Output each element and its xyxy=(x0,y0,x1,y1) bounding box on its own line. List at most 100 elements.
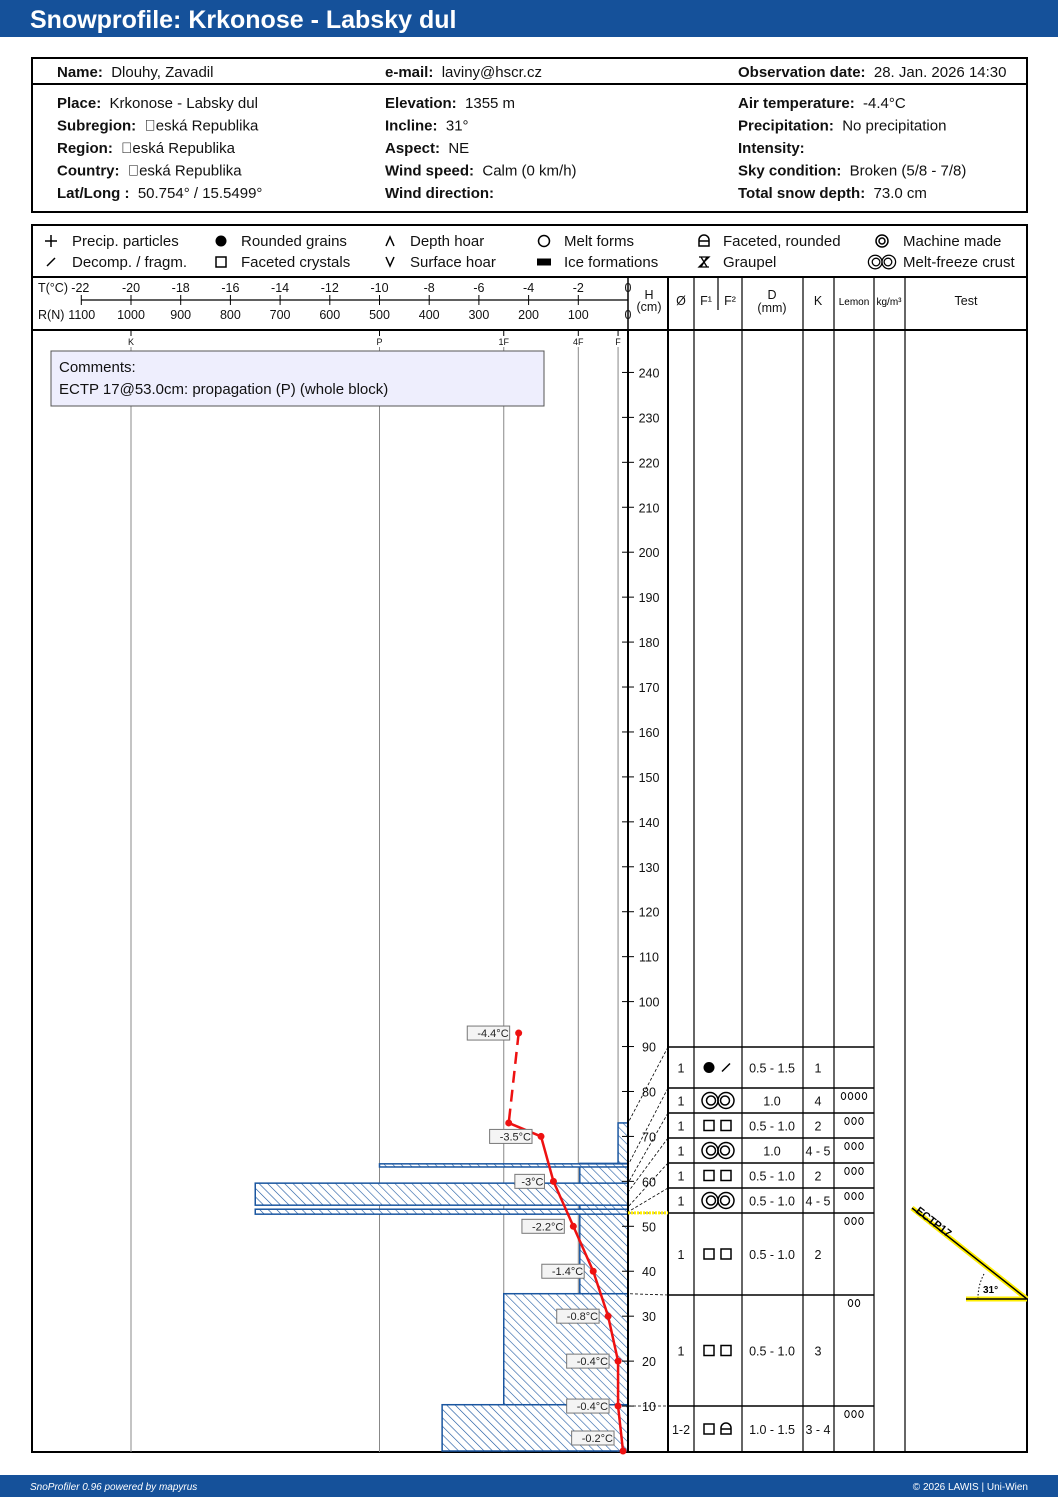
lemon-mark xyxy=(854,1299,861,1307)
field-label: Incline: xyxy=(385,118,438,135)
resistance-tick-label: 700 xyxy=(270,308,291,322)
faceted-crystals-shape xyxy=(703,1344,715,1357)
hand-hardness-label-F: F xyxy=(615,337,621,347)
layer-hardness: 2 xyxy=(815,1248,822,1262)
legend-label-ice-formations: Ice formations xyxy=(564,254,658,271)
header-field-email: e-mail: laviny@hscr.cz xyxy=(385,64,542,81)
field-label: Intensity: xyxy=(738,140,805,157)
faceted-crystals-shape xyxy=(720,1119,732,1132)
layer-diameter: 1 xyxy=(678,1345,685,1359)
resistance-tick-label: 500 xyxy=(369,308,390,322)
info-field-totalsnowdepth: Total snow depth: 73.0 cm xyxy=(738,185,927,202)
lemon-mark xyxy=(851,1142,857,1150)
temperature-label-box xyxy=(541,1263,585,1279)
legend-precip-particles-icon xyxy=(45,235,57,247)
layer-grain-melt-freeze-crust-icon xyxy=(701,1191,735,1210)
height-tick-label: 180 xyxy=(639,636,660,650)
legend-label-surface-hoar: Surface hoar xyxy=(410,254,496,271)
layer-grain-decomp-fragm-icon xyxy=(721,1062,731,1073)
temperature-label: -0.4°C xyxy=(577,1356,608,1368)
lemon-mark xyxy=(858,1117,864,1125)
melt-freeze-crust-shape xyxy=(871,257,881,267)
layer-grain-faceted-crystals-icon xyxy=(703,1248,715,1260)
decomp-fragm-shape xyxy=(46,257,56,267)
layer-hardness: 4 - 5 xyxy=(805,1145,830,1159)
field-value: 1355 m xyxy=(457,95,515,112)
height-tick-label: 50 xyxy=(642,1220,656,1234)
layer-connector xyxy=(627,1293,669,1296)
resistance-tick-label: 200 xyxy=(518,308,539,322)
height-tick-label: 30 xyxy=(642,1310,656,1324)
field-value:  eská Republika xyxy=(120,163,243,180)
field-label: Air temperature: xyxy=(738,95,855,112)
faceted-rounded-shape xyxy=(720,1422,732,1435)
faceted-crystals-shape xyxy=(703,1248,715,1260)
ice-formations-shape xyxy=(537,258,551,266)
layer-grain-size: 0.5 - 1.0 xyxy=(749,1120,795,1134)
height-tick-label: 70 xyxy=(642,1130,656,1144)
temperature-tick-label: -20 xyxy=(122,281,140,295)
comments-box xyxy=(50,350,545,407)
header-d-unit: (mm) xyxy=(757,301,786,315)
field-value xyxy=(805,140,809,157)
melt-freeze-crust-shape xyxy=(717,1091,735,1110)
hardness-layer-bar xyxy=(617,1122,629,1165)
height-tick-label: 40 xyxy=(642,1265,656,1279)
resistance-axis-label: R(N) xyxy=(38,308,64,322)
decomp-fragm-shape xyxy=(721,1062,731,1073)
lemon-mark xyxy=(847,1092,854,1100)
temperature-point xyxy=(537,1132,545,1140)
hardness-layer-bar xyxy=(254,1208,629,1215)
field-value:  eská Republika xyxy=(113,140,236,157)
lemon-mark xyxy=(851,1167,857,1175)
temperature-tick-label: -8 xyxy=(424,281,435,295)
resistance-tick-label: 300 xyxy=(468,308,489,322)
layer-connector xyxy=(627,1087,669,1166)
lemon-mark xyxy=(851,1117,857,1125)
field-value xyxy=(494,185,498,202)
rounded-grains-shape xyxy=(215,235,227,247)
layer-grain-faceted-crystals-icon xyxy=(703,1119,715,1132)
field-value: No precipitation xyxy=(834,118,947,135)
field-value: NE xyxy=(440,140,469,157)
temperature-tick-label: -4 xyxy=(523,281,534,295)
height-tick-label: 130 xyxy=(639,861,660,875)
field-label: Observation date: xyxy=(738,64,866,81)
info-field-incline: Incline: 31° xyxy=(385,118,469,135)
temperature-label: -0.8°C xyxy=(567,1311,598,1323)
temperature-point xyxy=(549,1177,557,1185)
layer-connector xyxy=(627,1112,669,1184)
temperature-segment xyxy=(507,1032,520,1124)
faceted-crystals-shape xyxy=(720,1344,732,1357)
height-tick-label: 110 xyxy=(639,951,659,965)
layer-grain-faceted-crystals-icon xyxy=(703,1423,715,1435)
faceted-crystals-shape xyxy=(703,1169,715,1182)
layer-connector xyxy=(627,1046,669,1124)
lemon-mark xyxy=(854,1092,861,1100)
layer-grain-size: 1.0 xyxy=(763,1095,780,1109)
header-diameter: Ø xyxy=(676,294,686,308)
temperature-segment xyxy=(552,1180,575,1227)
resistance-tick-label: 800 xyxy=(220,308,241,322)
temperature-point xyxy=(505,1119,513,1127)
layer-grain-faceted-crystals-icon xyxy=(720,1248,732,1260)
info-field-skycondition: Sky condition: Broken (5/8 - 7/8) xyxy=(738,163,966,180)
header-test: Test xyxy=(955,294,978,308)
resistance-tick-label: 100 xyxy=(568,308,589,322)
temperature-point xyxy=(614,1357,622,1365)
field-label: Precipitation: xyxy=(738,118,834,135)
precip-particles-shape xyxy=(45,235,57,247)
test-slope-line xyxy=(911,1207,1028,1300)
field-label: Elevation: xyxy=(385,95,457,112)
machine-made-shape xyxy=(878,237,886,245)
lemon-mark xyxy=(851,1217,857,1225)
faceted-crystals-shape xyxy=(215,256,227,268)
legend-label-melt-forms: Melt forms xyxy=(564,233,634,250)
lemon-mark xyxy=(844,1117,850,1125)
temperature-point xyxy=(614,1402,622,1410)
field-value:  eská Republika xyxy=(136,118,259,135)
temperature-label-box xyxy=(556,1308,600,1324)
legend-label-rounded-grains: Rounded grains xyxy=(241,233,347,250)
temperature-label-box xyxy=(571,1430,615,1446)
